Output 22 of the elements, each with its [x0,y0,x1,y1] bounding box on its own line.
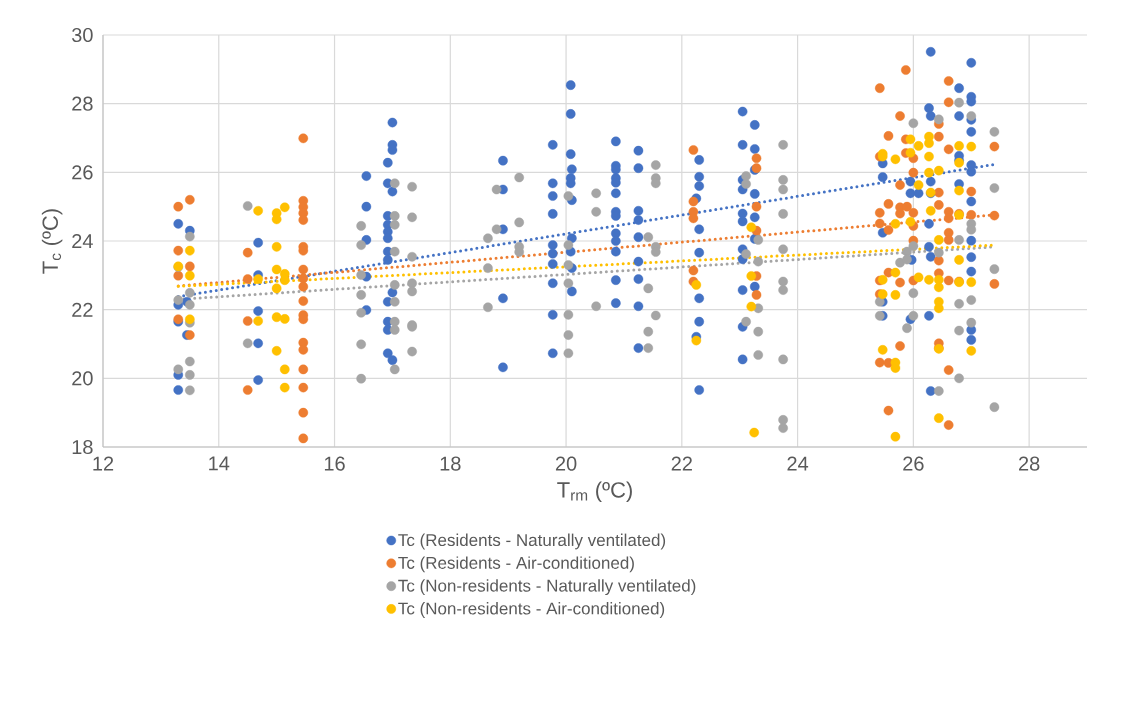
legend-label: Tc (Non-residents - Air-conditioned) [398,602,665,618]
x-tick-label: 24 [787,456,809,471]
y-tick-label: 22 [72,302,93,317]
y-tick-label: 30 [71,27,93,43]
y-tick-label: 24 [72,234,93,248]
y-tick-label: 18 [72,439,93,455]
x-tick-label: 20 [555,456,577,471]
x-tick-label: 26 [903,456,924,471]
legend-label: Tc (Non-residents - Naturally ventilated) [398,579,696,596]
y-tick-label: 28 [72,96,93,111]
legend-label: Tc (Residents - Naturally ventilated) [398,533,666,550]
x-tick-label: 18 [440,456,461,471]
x-tick-label: 22 [671,456,692,471]
x-tick-label: 28 [1019,456,1040,471]
x-tick-label: 14 [209,456,230,471]
y-axis-title: T$_{c}$ (ºC) [41,209,63,274]
x-axis-title: T$_{rm}$ (ºC) [557,481,632,503]
y-tick-label: 20 [72,371,93,386]
legend-label: Tc (Residents - Air-conditioned) [398,556,634,573]
x-tick-label: 12 [93,456,114,471]
y-tick-label: 26 [72,165,93,180]
x-tick-label: 16 [324,456,345,471]
